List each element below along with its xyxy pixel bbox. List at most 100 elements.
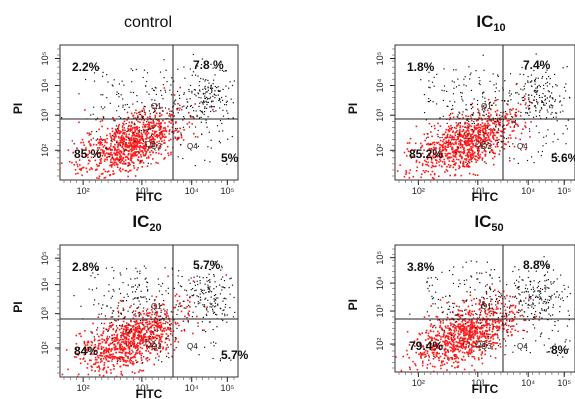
apoptotic-event	[120, 335, 122, 337]
live-event	[105, 370, 108, 372]
live-event	[416, 338, 419, 341]
live-event	[65, 349, 68, 351]
live-event	[71, 161, 73, 164]
apoptotic-event	[212, 328, 214, 331]
live-event	[456, 146, 459, 148]
apoptotic-event	[523, 74, 525, 76]
live-event	[117, 159, 120, 162]
live-event	[513, 145, 516, 148]
apoptotic-event	[223, 309, 225, 311]
live-event	[414, 142, 417, 145]
live-event	[464, 347, 467, 349]
live-event	[119, 154, 122, 157]
apoptotic-event	[202, 304, 204, 306]
live-event	[459, 327, 461, 329]
live-event	[492, 151, 494, 154]
live-event	[140, 161, 142, 163]
apoptotic-event	[200, 299, 202, 301]
apoptotic-event	[205, 308, 208, 310]
apoptotic-event	[492, 117, 494, 119]
live-event	[439, 348, 441, 350]
live-event	[477, 132, 479, 134]
apoptotic-event	[485, 162, 487, 164]
live-event	[137, 338, 140, 341]
live-event	[490, 114, 492, 116]
apoptotic-event	[477, 111, 479, 114]
live-event	[170, 113, 173, 116]
apoptotic-event	[142, 116, 144, 118]
live-event	[450, 329, 452, 331]
live-event	[113, 152, 115, 154]
y-tick-label: 10⁴	[375, 78, 385, 92]
live-event	[148, 121, 150, 124]
live-event	[110, 145, 112, 147]
live-event	[458, 338, 461, 340]
live-event	[143, 336, 146, 339]
live-event	[454, 149, 457, 151]
x-tick-label: 10⁵	[220, 186, 234, 196]
apoptotic-event	[154, 299, 156, 301]
live-event	[510, 137, 512, 139]
live-event	[468, 159, 471, 161]
live-event	[105, 341, 107, 343]
live-event	[165, 348, 167, 351]
live-event	[106, 158, 108, 161]
live-event	[492, 135, 494, 138]
live-event	[100, 138, 103, 141]
apoptotic-event	[523, 100, 525, 102]
apoptotic-event	[559, 111, 561, 113]
apoptotic-event	[124, 104, 126, 106]
live-event	[498, 123, 500, 126]
live-event	[456, 337, 459, 339]
apoptotic-event	[127, 164, 129, 166]
live-event	[449, 341, 451, 343]
live-event	[454, 345, 457, 347]
apoptotic-event	[484, 101, 486, 103]
live-event	[496, 333, 499, 335]
live-event	[155, 122, 158, 125]
live-event	[121, 332, 124, 335]
live-event	[92, 149, 94, 151]
apoptotic-event	[212, 83, 214, 85]
apoptotic-event	[189, 115, 191, 117]
apoptotic-event	[551, 104, 553, 107]
live-event	[476, 317, 479, 319]
live-event	[123, 153, 126, 156]
live-event	[469, 327, 471, 329]
live-event	[460, 331, 462, 334]
apoptotic-event	[159, 71, 162, 73]
live-event	[491, 129, 493, 131]
live-event	[430, 330, 432, 333]
live-event	[165, 321, 167, 323]
live-event	[137, 167, 139, 169]
live-event	[483, 332, 486, 334]
apoptotic-event	[213, 311, 216, 313]
live-event	[170, 153, 172, 156]
live-event	[165, 333, 168, 335]
apoptotic-event	[437, 136, 439, 138]
live-event	[418, 343, 421, 345]
live-event	[500, 302, 503, 305]
live-event	[509, 159, 511, 162]
apoptotic-event	[545, 98, 547, 100]
live-event	[441, 144, 444, 147]
live-event	[141, 322, 143, 324]
live-event	[492, 122, 494, 124]
percent-upper-left: 2.2%	[72, 60, 100, 74]
apoptotic-event	[179, 97, 181, 99]
apoptotic-event	[229, 278, 231, 280]
live-event	[485, 341, 488, 343]
live-event	[119, 349, 122, 351]
live-event	[488, 311, 490, 314]
live-event	[498, 122, 500, 125]
live-event	[478, 302, 481, 305]
live-event	[96, 165, 99, 167]
live-event	[122, 328, 125, 330]
apoptotic-event	[111, 84, 113, 86]
apoptotic-event	[146, 310, 148, 312]
live-event	[457, 147, 459, 150]
live-event	[467, 142, 469, 144]
live-event	[120, 356, 123, 358]
live-event	[95, 361, 97, 364]
